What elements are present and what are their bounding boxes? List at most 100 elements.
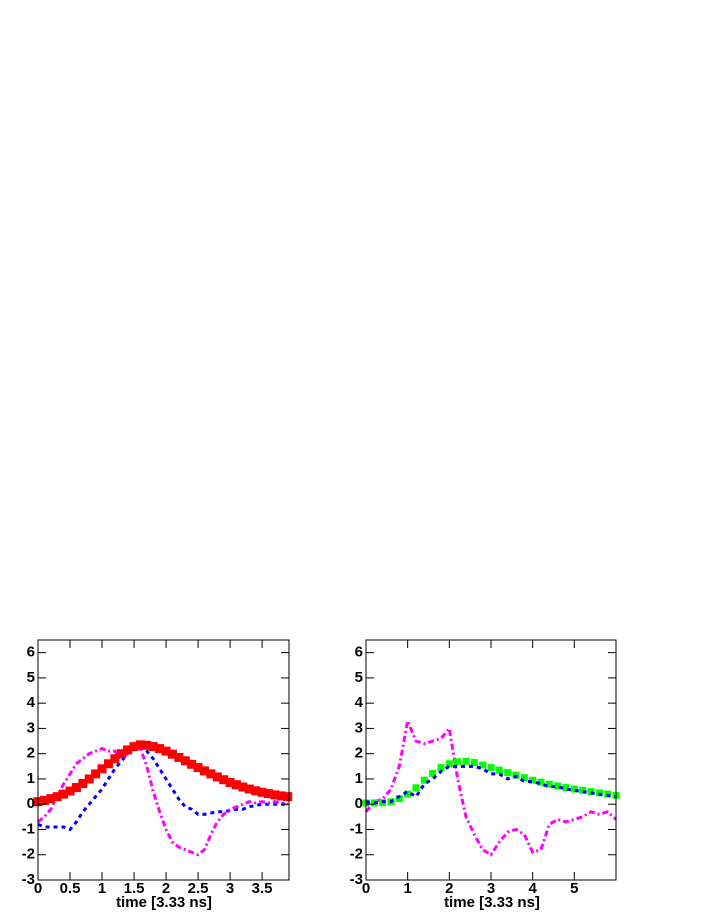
marker — [470, 759, 478, 767]
marker — [395, 795, 403, 803]
y-tick-label: 4 — [27, 694, 36, 711]
x-tick-label: 0 — [362, 880, 370, 897]
marker — [97, 764, 107, 774]
marker — [212, 772, 222, 782]
y-tick-label: 5 — [27, 669, 35, 686]
marker — [437, 764, 445, 772]
marker — [579, 786, 587, 794]
x-tick-label: 2 — [162, 880, 170, 897]
y-tick-label: 6 — [355, 644, 363, 661]
y-tick-label: 4 — [355, 694, 364, 711]
x-tick-label: 3 — [487, 880, 495, 897]
marker — [554, 782, 562, 790]
marker — [135, 740, 145, 750]
marker — [283, 792, 293, 802]
y-tick-label: 0 — [27, 795, 35, 812]
x-tick-label: 4 — [528, 880, 537, 897]
marker — [39, 795, 49, 805]
x-tick-label: 3 — [226, 880, 234, 897]
x-tick-label: 0.5 — [60, 880, 81, 897]
marker — [91, 769, 101, 779]
marker — [562, 784, 570, 792]
y-tick-label: -3 — [350, 871, 363, 888]
y-tick-label: 3 — [27, 719, 35, 736]
marker — [225, 777, 235, 787]
marker — [276, 791, 286, 801]
marker — [199, 766, 209, 776]
marker — [479, 761, 487, 769]
marker — [420, 776, 428, 784]
x-tick-label: 0 — [34, 880, 42, 897]
marker — [219, 775, 229, 785]
plot-frame — [37, 639, 290, 881]
y-tick-label: 1 — [27, 770, 35, 787]
x-tick-label: 3.5 — [252, 880, 273, 897]
marker — [487, 764, 495, 772]
marker — [244, 784, 254, 794]
marker — [71, 783, 81, 793]
marker — [462, 757, 470, 765]
x-axis-label: time [3.33 ns] — [116, 894, 212, 911]
marker — [570, 785, 578, 793]
marker — [193, 763, 203, 773]
x-tick-label: 1 — [403, 880, 411, 897]
x-tick-label: 2.5 — [188, 880, 209, 897]
marker — [206, 769, 216, 779]
y-tick-label: -2 — [22, 846, 35, 863]
x-tick-label: 1.5 — [124, 880, 145, 897]
marker — [103, 759, 113, 769]
marker — [529, 776, 537, 784]
marker — [404, 790, 412, 798]
marker — [65, 786, 75, 796]
marker — [537, 778, 545, 786]
y-tick-label: -3 — [22, 871, 35, 888]
marker — [110, 754, 120, 764]
marker — [412, 784, 420, 792]
series-line — [37, 744, 289, 857]
marker — [116, 749, 126, 759]
marker — [129, 742, 139, 752]
x-tick-label: 2 — [445, 880, 453, 897]
y-tick-label: 5 — [355, 669, 363, 686]
marker — [148, 742, 158, 752]
y-tick-label: 2 — [27, 745, 35, 762]
marker — [257, 787, 267, 797]
marker — [167, 749, 177, 759]
marker — [545, 780, 553, 788]
marker — [52, 792, 62, 802]
marker — [155, 744, 165, 754]
y-tick-label: -2 — [350, 846, 363, 863]
series-line — [364, 715, 618, 857]
x-tick-label: 1 — [98, 880, 106, 897]
marker — [445, 760, 453, 768]
x-tick-label: 5 — [570, 880, 578, 897]
marker — [504, 769, 512, 777]
y-tick-label: 2 — [355, 745, 363, 762]
y-tick-label: 0 — [355, 795, 363, 812]
marker — [231, 780, 241, 790]
marker — [78, 778, 88, 788]
marker — [187, 759, 197, 769]
marker — [495, 766, 503, 774]
marker — [59, 789, 69, 799]
marker — [161, 746, 171, 756]
series-line — [37, 744, 288, 832]
y-tick-label: -1 — [350, 820, 363, 837]
marker — [520, 774, 528, 782]
x-axis-label: time [3.33 ns] — [444, 894, 540, 911]
marker — [454, 758, 462, 766]
marker — [174, 752, 184, 762]
y-tick-label: -1 — [22, 820, 35, 837]
marker — [429, 769, 437, 777]
marker — [180, 756, 190, 766]
marker — [270, 790, 280, 800]
y-tick-label: 1 — [355, 770, 363, 787]
y-tick-label: 3 — [355, 719, 363, 736]
marker — [251, 786, 261, 796]
marker — [46, 794, 56, 804]
marker — [264, 789, 274, 799]
marker — [238, 782, 248, 792]
marker — [84, 774, 94, 784]
